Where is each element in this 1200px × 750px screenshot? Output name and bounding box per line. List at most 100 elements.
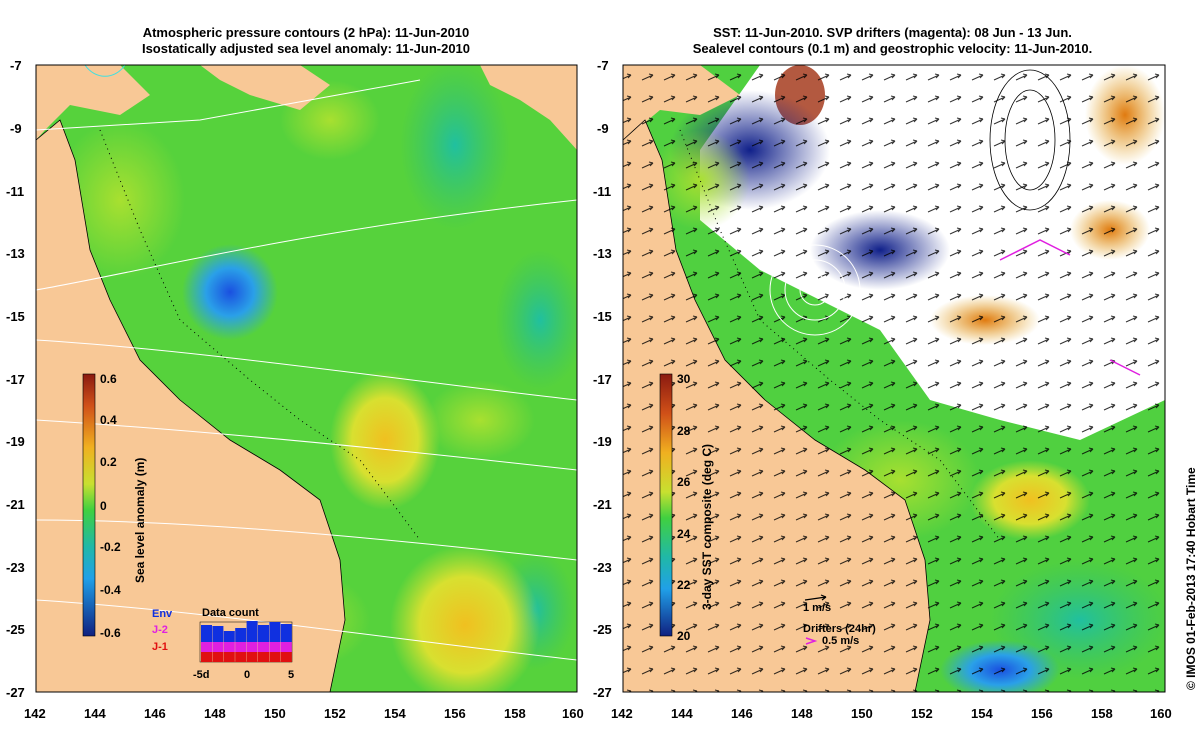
left-title-line2: Isostatically adjusted sea level anomaly… (141, 41, 471, 56)
x-tick: 156 (1031, 706, 1053, 721)
y-tick: -9 (10, 121, 22, 136)
y-tick: -15 (6, 309, 25, 324)
right-title: SST: 11-Jun-2010. SVP drifters (magenta)… (620, 25, 1165, 57)
data-count-bar (280, 652, 292, 662)
legend-j1: J-1 (152, 641, 168, 653)
x-tick: 144 (671, 706, 693, 721)
right-colorbar-label: 3-day SST composite (deg C) (700, 444, 714, 610)
y-tick: -21 (593, 497, 612, 512)
colorbar-tick: 30 (677, 372, 691, 386)
x-tick: 142 (24, 706, 46, 721)
legend-j2: J-2 (152, 624, 168, 636)
y-tick: -15 (593, 309, 612, 324)
data-count-bar (235, 628, 247, 642)
left-map (36, 65, 577, 692)
y-tick: -25 (593, 622, 612, 637)
data-count-bar (258, 652, 269, 662)
x-tick: 160 (1150, 706, 1172, 721)
x-tick: 142 (611, 706, 633, 721)
x-tick: 160 (562, 706, 584, 721)
y-tick: -11 (6, 184, 24, 199)
right-map-frame (622, 64, 1166, 693)
data-count-bar (246, 642, 258, 652)
y-tick: -23 (6, 560, 25, 575)
velocity-arrow-icon (804, 594, 827, 601)
right-colorbar-ticks: 30 28 26 24 22 20 (677, 372, 691, 643)
x-tick: 154 (384, 706, 406, 721)
data-count-bar (235, 642, 247, 652)
left-colorbar (82, 373, 96, 637)
y-tick: -17 (6, 372, 25, 387)
velocity-legend: 1 m/s Drifters (24hr) 0.5 m/s (803, 594, 876, 647)
left-colorbar-label: Sea level anomaly (m) (133, 458, 147, 583)
legend-env: Env (152, 608, 173, 620)
low-anomaly-eddy (182, 244, 278, 340)
colorbar-tick: 0 (100, 499, 107, 513)
data-count-bar (258, 625, 269, 642)
data-count-bar (201, 652, 212, 662)
colorbar-tick: -0.4 (100, 583, 121, 597)
colorbar-tick: 0.4 (100, 413, 117, 427)
data-count-bars (201, 621, 292, 662)
data-count-bar (235, 652, 247, 662)
y-tick: -7 (597, 58, 609, 73)
left-map-frame (35, 64, 578, 693)
australia-land (36, 119, 346, 692)
y-tick: -19 (6, 434, 25, 449)
y-tick: -23 (593, 560, 612, 575)
drifter-track (999, 239, 1071, 261)
x-tick: 148 (204, 706, 226, 721)
count-x-tick: 0 (244, 669, 250, 681)
drifter-arrow-icon (805, 637, 818, 645)
credit-text: © IMOS 01-Feb-2013 17:40 Hobart Time (1184, 467, 1198, 690)
data-count-bar (280, 642, 292, 652)
x-tick: 152 (911, 706, 933, 721)
drifters-label: Drifters (24hr) (803, 623, 876, 635)
data-count-bar (269, 622, 281, 642)
count-x-tick: -5d (193, 669, 210, 681)
x-tick: 144 (84, 706, 106, 721)
left-x-axis: 142 144 146 148 150 152 154 156 158 160 (24, 706, 584, 721)
data-count-bar (280, 624, 292, 642)
data-count-bar (246, 652, 258, 662)
x-tick: 158 (1091, 706, 1113, 721)
data-count-bar (223, 631, 235, 642)
y-tick: -9 (597, 121, 609, 136)
colorbar-tick: -0.2 (100, 540, 121, 554)
y-tick: -21 (6, 497, 25, 512)
data-count-bar (258, 642, 269, 652)
right-title-line2: Sealevel contours (0.1 m) and geostrophi… (692, 41, 1093, 56)
y-tick: -11 (593, 184, 611, 199)
x-tick: 152 (324, 706, 346, 721)
count-x-tick: 5 (288, 669, 294, 681)
new-guinea-land (36, 65, 150, 140)
y-tick: -17 (593, 372, 612, 387)
x-tick: 156 (444, 706, 466, 721)
left-colorbar-ticks: 0.6 0.4 0.2 0 -0.2 -0.4 -0.6 (100, 372, 121, 640)
y-tick: -7 (10, 58, 22, 73)
colorbar-tick: 0.6 (100, 372, 117, 386)
data-count-bar (223, 642, 235, 652)
x-tick: 146 (144, 706, 166, 721)
data-count-bar (212, 652, 224, 662)
x-tick: 158 (504, 706, 526, 721)
y-tick: -25 (6, 622, 25, 637)
x-tick: 154 (971, 706, 993, 721)
right-y-axis: -7 -9 -11 -13 -15 -17 -19 -21 -23 -25 -2… (593, 58, 612, 700)
colorbar-tick: -0.6 (100, 626, 121, 640)
data-count-bar (212, 626, 224, 642)
left-title-line1: Atmospheric pressure contours (2 hPa): 1… (142, 25, 470, 40)
left-title: Atmospheric pressure contours (2 hPa): 1… (36, 25, 576, 57)
data-count-bar (201, 625, 212, 642)
right-colorbar (659, 373, 673, 637)
drifters-speed-label: 0.5 m/s (822, 635, 859, 647)
data-count-bar (201, 642, 212, 652)
x-tick: 150 (851, 706, 873, 721)
y-tick: -19 (593, 434, 612, 449)
y-tick: -27 (593, 685, 612, 700)
y-tick: -13 (6, 246, 25, 261)
data-count-bar (212, 642, 224, 652)
right-x-axis: 142 144 146 148 150 152 154 156 158 160 (611, 706, 1172, 721)
data-count-bar (269, 652, 281, 662)
